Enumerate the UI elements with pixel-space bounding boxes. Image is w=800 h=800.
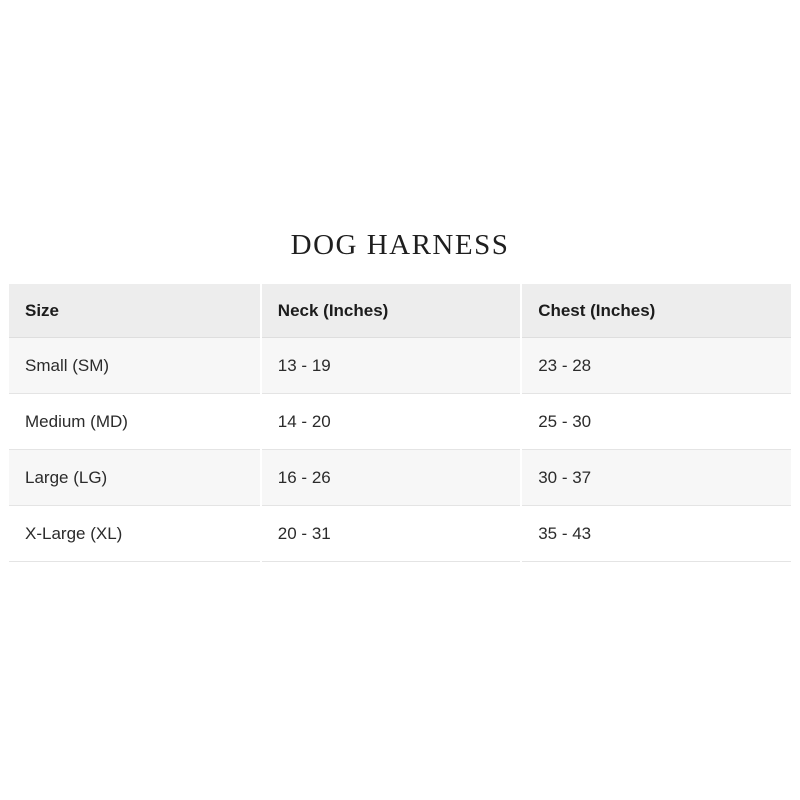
- cell-chest: 35 - 43: [521, 505, 791, 562]
- cell-neck: 20 - 31: [260, 505, 523, 562]
- column-header-chest: Chest (Inches): [521, 283, 791, 338]
- table-row: Medium (MD) 14 - 20 25 - 30: [9, 393, 791, 450]
- cell-neck: 13 - 19: [260, 337, 523, 394]
- cell-size: Small (SM): [9, 337, 262, 394]
- cell-neck: 14 - 20: [260, 393, 523, 450]
- cell-chest: 30 - 37: [521, 449, 791, 506]
- size-chart-container: Size Neck (Inches) Chest (Inches) Small …: [0, 283, 800, 562]
- page: DOG HARNESS Size Neck (Inches) Chest (In…: [0, 229, 800, 562]
- table-body: Small (SM) 13 - 19 23 - 28 Medium (MD) 1…: [9, 337, 791, 562]
- cell-size: Medium (MD): [9, 393, 262, 450]
- cell-chest: 25 - 30: [521, 393, 791, 450]
- column-header-size: Size: [9, 283, 262, 338]
- page-title: DOG HARNESS: [290, 229, 510, 261]
- cell-chest: 23 - 28: [521, 337, 791, 394]
- table-row: Small (SM) 13 - 19 23 - 28: [9, 337, 791, 394]
- header-row: Size Neck (Inches) Chest (Inches): [9, 283, 791, 338]
- cell-size: X-Large (XL): [9, 505, 262, 562]
- table-row: Large (LG) 16 - 26 30 - 37: [9, 449, 791, 506]
- size-chart-table: Size Neck (Inches) Chest (Inches) Small …: [9, 283, 791, 562]
- cell-size: Large (LG): [9, 449, 262, 506]
- column-header-neck: Neck (Inches): [260, 283, 523, 338]
- table-header: Size Neck (Inches) Chest (Inches): [9, 283, 791, 338]
- table-row: X-Large (XL) 20 - 31 35 - 43: [9, 505, 791, 562]
- cell-neck: 16 - 26: [260, 449, 523, 506]
